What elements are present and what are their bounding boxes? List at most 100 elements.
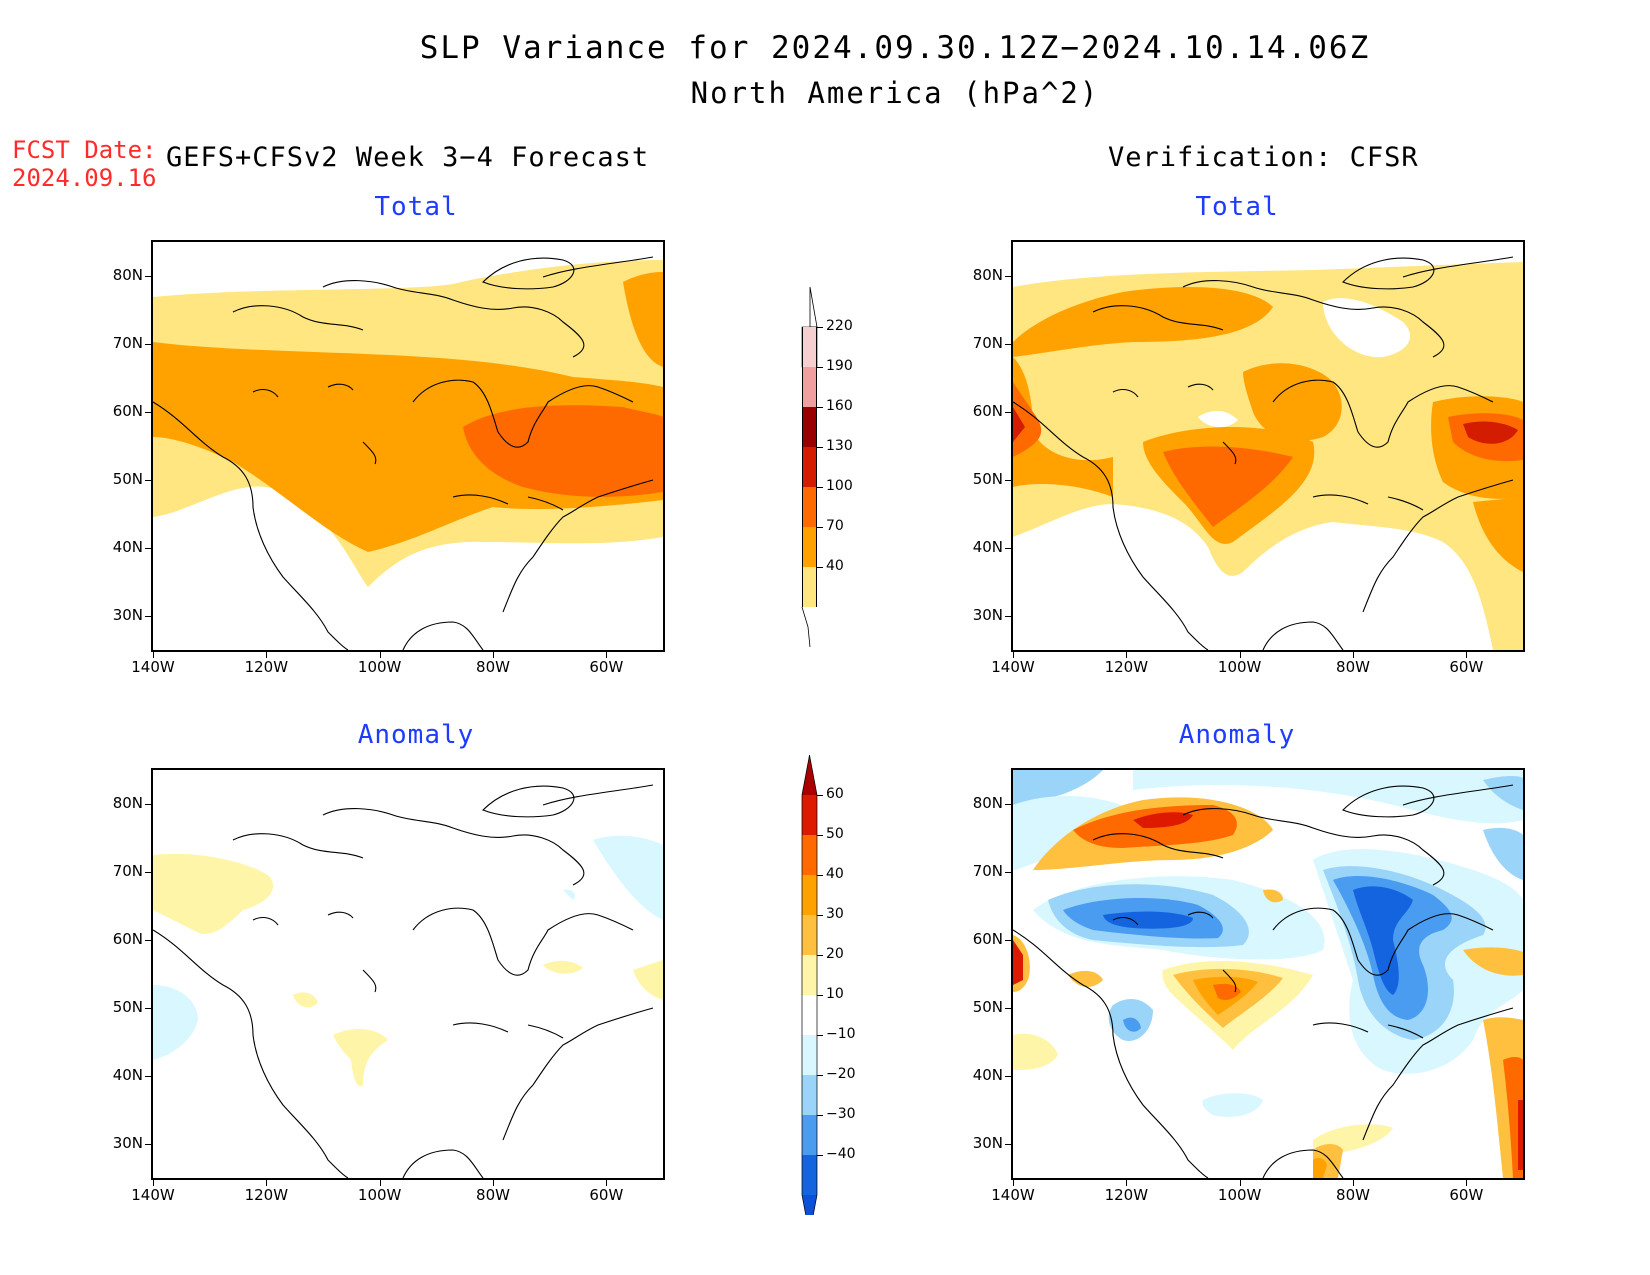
- total-colorbar-label: 40: [826, 558, 844, 574]
- lat-tick-mark: [145, 276, 151, 277]
- total-colorbar-swatch: [802, 447, 817, 487]
- lon-tick-mark: [1013, 652, 1014, 658]
- total-colorbar-label: 70: [826, 518, 844, 534]
- forecast-date-value: 2024.09.16: [12, 164, 157, 192]
- lat-tick-label: 80N: [112, 794, 143, 812]
- lon-tick-mark: [1353, 652, 1354, 658]
- lon-tick-label: 120W: [1104, 658, 1149, 676]
- lat-tick-mark: [145, 412, 151, 413]
- lon-tick-label: 60W: [1449, 1186, 1484, 1204]
- total-colorbar-swatch: [802, 327, 817, 367]
- verification-total-title: Total: [1195, 192, 1279, 222]
- lat-tick-label: 30N: [972, 1134, 1003, 1152]
- forecast-anomaly-title: Anomaly: [357, 720, 475, 750]
- lon-tick-label: 100W: [357, 658, 402, 676]
- anomaly-colorbar-label: 10: [826, 986, 844, 1002]
- lon-tick-mark: [379, 652, 381, 658]
- lat-tick-label: 70N: [972, 862, 1003, 880]
- anomaly-colorbar-tick: [817, 955, 823, 956]
- anomaly-colorbar-tick: [817, 875, 823, 876]
- verification-column-title: Verification: CFSR: [1108, 142, 1419, 173]
- anomaly-colorbar-tick: [817, 1075, 823, 1076]
- total-colorbar-label: 130: [826, 438, 853, 454]
- anomaly-colorbar-swatch: [802, 1035, 817, 1075]
- lat-tick-mark: [1005, 412, 1011, 413]
- lon-tick-label: 120W: [244, 658, 289, 676]
- anomaly-colorbar-tick: [817, 995, 823, 996]
- lat-tick-label: 30N: [972, 606, 1003, 624]
- anomaly-colorbar-swatch: [802, 915, 817, 955]
- lon-tick-label: 60W: [1449, 658, 1484, 676]
- lat-tick-mark: [1005, 804, 1011, 805]
- anomaly-colorbar-swatch: [802, 875, 817, 915]
- lat-tick-mark: [145, 548, 151, 549]
- verification-total-map: [1011, 240, 1525, 652]
- total-colorbar-tick: [817, 367, 823, 368]
- lon-tick-mark: [153, 1180, 154, 1186]
- lat-tick-mark: [145, 872, 151, 873]
- lon-tick-mark: [1239, 1180, 1241, 1186]
- lat-tick-mark: [145, 480, 151, 481]
- anomaly-colorbar-tick: [817, 835, 823, 836]
- lat-tick-mark: [1005, 940, 1011, 941]
- lon-tick-mark: [493, 1180, 494, 1186]
- total-colorbar-swatch: [802, 527, 817, 567]
- anomaly-colorbar-swatch: [802, 955, 817, 995]
- lon-tick-mark: [1013, 1180, 1014, 1186]
- lat-tick-label: 40N: [972, 538, 1003, 556]
- total-colorbar-swatch: [802, 567, 817, 607]
- lat-tick-mark: [145, 1008, 151, 1009]
- total-colorbar: 220 190 160 130 100 70 40: [800, 285, 880, 647]
- lat-tick-label: 80N: [972, 266, 1003, 284]
- lon-tick-label: 140W: [991, 1186, 1035, 1204]
- anomaly-colorbar-swatch: [802, 1075, 817, 1115]
- lon-tick-mark: [153, 652, 154, 658]
- lat-tick-mark: [1005, 548, 1011, 549]
- lat-tick-label: 30N: [112, 606, 143, 624]
- lat-tick-label: 40N: [112, 538, 143, 556]
- lat-tick-label: 40N: [972, 1066, 1003, 1084]
- anomaly-colorbar-tick: [817, 795, 823, 796]
- lon-tick-label: 100W: [357, 1186, 402, 1204]
- lat-tick-mark: [145, 1076, 151, 1077]
- lat-tick-label: 70N: [112, 334, 143, 352]
- lat-tick-label: 80N: [972, 794, 1003, 812]
- lon-tick-mark: [1466, 1180, 1468, 1186]
- lon-tick-label: 80W: [476, 1186, 510, 1204]
- lon-tick-label: 80W: [476, 658, 510, 676]
- forecast-date-label: FCST Date:: [12, 136, 157, 164]
- total-colorbar-swatch: [802, 407, 817, 447]
- lon-tick-mark: [1126, 1180, 1128, 1186]
- anomaly-colorbar-label: 50: [826, 826, 844, 842]
- anomaly-colorbar-label: −10: [826, 1026, 856, 1042]
- total-colorbar-tick: [817, 327, 823, 328]
- main-subtitle: North America (hPa^2): [690, 76, 1100, 110]
- lat-tick-label: 80N: [112, 266, 143, 284]
- anomaly-colorbar: 60 50 40 30 20 10 −10 −20 −30 −40: [800, 755, 880, 1215]
- lat-tick-mark: [1005, 1008, 1011, 1009]
- lon-tick-label: 60W: [589, 658, 624, 676]
- anomaly-colorbar-label: −40: [826, 1146, 856, 1162]
- total-colorbar-label: 100: [826, 478, 853, 494]
- lat-tick-mark: [145, 1144, 151, 1145]
- total-colorbar-tick: [817, 447, 823, 448]
- lon-tick-label: 120W: [244, 1186, 289, 1204]
- lon-tick-label: 80W: [1336, 658, 1370, 676]
- anomaly-colorbar-label: −20: [826, 1066, 856, 1082]
- anomaly-colorbar-tick: [817, 1155, 823, 1156]
- lat-tick-label: 60N: [972, 930, 1003, 948]
- lat-tick-label: 50N: [112, 470, 143, 488]
- lon-tick-label: 80W: [1336, 1186, 1370, 1204]
- lat-tick-mark: [145, 804, 151, 805]
- lon-tick-mark: [1353, 1180, 1354, 1186]
- lat-tick-mark: [1005, 1076, 1011, 1077]
- anomaly-colorbar-tick: [817, 1035, 823, 1036]
- lon-tick-mark: [493, 652, 494, 658]
- lat-tick-label: 70N: [112, 862, 143, 880]
- lat-tick-mark: [1005, 276, 1011, 277]
- forecast-total-map: [151, 240, 665, 652]
- lat-tick-label: 60N: [972, 402, 1003, 420]
- forecast-total-title: Total: [374, 192, 458, 222]
- lon-tick-label: 140W: [131, 658, 175, 676]
- verification-anomaly-title: Anomaly: [1178, 720, 1296, 750]
